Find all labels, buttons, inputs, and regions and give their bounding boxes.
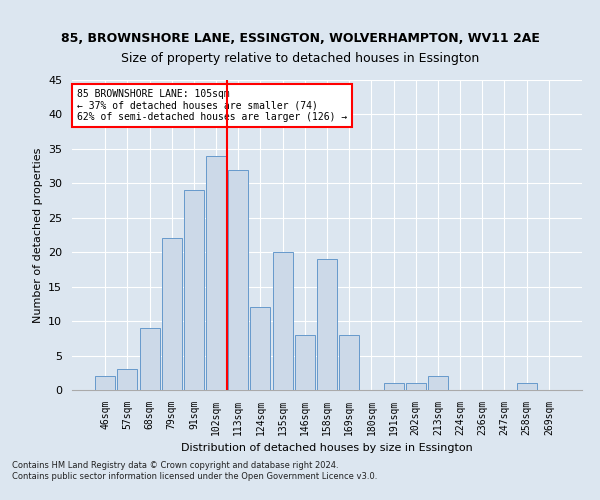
Bar <box>295 335 315 390</box>
Bar <box>250 308 271 390</box>
Bar <box>317 259 337 390</box>
Bar <box>184 190 204 390</box>
Bar <box>95 376 115 390</box>
Bar <box>383 383 404 390</box>
X-axis label: Distribution of detached houses by size in Essington: Distribution of detached houses by size … <box>181 444 473 454</box>
Bar <box>339 335 359 390</box>
Bar <box>118 370 137 390</box>
Bar <box>272 252 293 390</box>
Text: Contains HM Land Registry data © Crown copyright and database right 2024.: Contains HM Land Registry data © Crown c… <box>12 460 338 469</box>
Text: Contains public sector information licensed under the Open Government Licence v3: Contains public sector information licen… <box>12 472 377 481</box>
Y-axis label: Number of detached properties: Number of detached properties <box>32 148 43 322</box>
Text: 85 BROWNSHORE LANE: 105sqm
← 37% of detached houses are smaller (74)
62% of semi: 85 BROWNSHORE LANE: 105sqm ← 37% of deta… <box>77 90 347 122</box>
Bar <box>428 376 448 390</box>
Bar <box>206 156 226 390</box>
Text: Size of property relative to detached houses in Essington: Size of property relative to detached ho… <box>121 52 479 65</box>
Bar <box>517 383 536 390</box>
Bar <box>162 238 182 390</box>
Bar <box>406 383 426 390</box>
Bar <box>140 328 160 390</box>
Bar <box>228 170 248 390</box>
Text: 85, BROWNSHORE LANE, ESSINGTON, WOLVERHAMPTON, WV11 2AE: 85, BROWNSHORE LANE, ESSINGTON, WOLVERHA… <box>61 32 539 45</box>
